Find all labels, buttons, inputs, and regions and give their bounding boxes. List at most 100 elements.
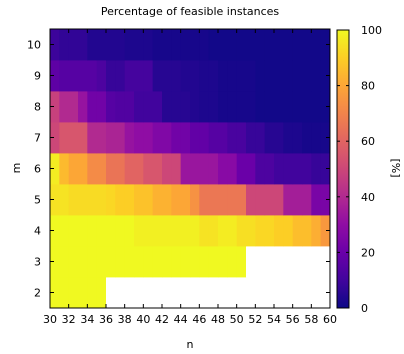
heatmap-cell bbox=[124, 246, 135, 278]
heatmap-cell bbox=[171, 153, 182, 185]
heatmap-cell bbox=[320, 215, 331, 247]
heatmap-cell bbox=[190, 246, 200, 278]
heatmap-cell bbox=[134, 122, 144, 154]
heatmap-cell bbox=[106, 122, 116, 154]
heatmap-cell bbox=[152, 184, 163, 216]
heatmap-cell bbox=[143, 277, 154, 309]
heatmap-cell bbox=[106, 184, 116, 216]
heatmap-cell bbox=[264, 122, 275, 154]
heatmap-cell bbox=[227, 122, 238, 154]
heatmap-cell bbox=[218, 29, 228, 61]
heatmap-cell bbox=[143, 215, 154, 247]
heatmap-cell bbox=[87, 215, 98, 247]
heatmap-cell bbox=[50, 153, 60, 185]
heatmap-cell bbox=[199, 277, 210, 309]
heatmap-cell bbox=[190, 29, 200, 61]
heatmap-cell bbox=[87, 122, 98, 154]
heatmap-cell bbox=[78, 153, 88, 185]
x-tick-label: 60 bbox=[323, 313, 337, 326]
heatmap-cell bbox=[236, 91, 247, 123]
heatmap-cell bbox=[302, 122, 312, 154]
heatmap-cell bbox=[218, 60, 228, 92]
heatmap-cell bbox=[152, 91, 163, 123]
heatmap-cell bbox=[124, 184, 135, 216]
heatmap-cell bbox=[302, 246, 312, 278]
heatmap-cell bbox=[208, 277, 219, 309]
heatmap-cell bbox=[190, 122, 200, 154]
heatmap-cell bbox=[59, 29, 70, 61]
heatmap-cell bbox=[227, 60, 238, 92]
heatmap-cell bbox=[115, 153, 126, 185]
heatmap-cell bbox=[59, 122, 70, 154]
heatmap-cell bbox=[87, 29, 98, 61]
heatmap-cell bbox=[208, 122, 219, 154]
x-tick-label: 32 bbox=[62, 313, 76, 326]
y-tick-label: 9 bbox=[34, 70, 41, 83]
heatmap-cell bbox=[218, 184, 228, 216]
heatmap-cell bbox=[78, 184, 88, 216]
x-tick-label: 56 bbox=[286, 313, 300, 326]
heatmap-cell bbox=[218, 215, 228, 247]
heatmap-cell bbox=[320, 153, 331, 185]
heatmap-cell bbox=[283, 246, 294, 278]
heatmap-cell bbox=[283, 60, 294, 92]
heatmap-cell bbox=[199, 153, 210, 185]
chart-title: Percentage of feasible instances bbox=[101, 5, 280, 18]
x-tick-label: 52 bbox=[248, 313, 262, 326]
heatmap-cell bbox=[59, 153, 70, 185]
heatmap-cell bbox=[292, 215, 303, 247]
heatmap-cell bbox=[134, 29, 144, 61]
heatmap-cell bbox=[302, 153, 312, 185]
heatmap-cell bbox=[96, 122, 107, 154]
heatmap-cell bbox=[143, 153, 154, 185]
heatmap-cell bbox=[171, 122, 182, 154]
heatmap-cell bbox=[190, 91, 200, 123]
heatmap-cell bbox=[246, 153, 256, 185]
heatmap-cell bbox=[78, 91, 88, 123]
x-tick-label: 30 bbox=[43, 313, 57, 326]
heatmap-cell bbox=[152, 277, 163, 309]
x-tick-label: 44 bbox=[174, 313, 188, 326]
heatmap-cell bbox=[87, 153, 98, 185]
x-tick-label: 38 bbox=[118, 313, 132, 326]
heatmap-cell bbox=[208, 29, 219, 61]
heatmap-cell bbox=[59, 277, 70, 309]
heatmap-cell bbox=[143, 246, 154, 278]
heatmap-cell bbox=[246, 122, 256, 154]
heatmap-cell bbox=[162, 246, 172, 278]
heatmap-cell bbox=[246, 277, 256, 309]
colorbar-tick-label: 80 bbox=[361, 80, 375, 93]
heatmap-cell bbox=[50, 246, 60, 278]
heatmap-cell bbox=[311, 246, 322, 278]
heatmap-cell bbox=[78, 122, 88, 154]
y-tick-label: 10 bbox=[27, 39, 41, 52]
x-axis-ticks: 30 32 34 36 38 40 42 44 46 48 50 52 54 56 58 60 bbox=[43, 29, 337, 326]
heatmap-cell bbox=[96, 277, 107, 309]
colorbar-tick-label: 0 bbox=[361, 302, 368, 315]
heatmap-cell bbox=[59, 215, 70, 247]
heatmap-cell bbox=[96, 153, 107, 185]
heatmap-cell bbox=[162, 153, 172, 185]
heatmap-cell bbox=[302, 60, 312, 92]
heatmap-cell bbox=[283, 215, 294, 247]
heatmap-cell bbox=[162, 29, 172, 61]
heatmap-cell bbox=[246, 246, 256, 278]
heatmap-cell bbox=[208, 60, 219, 92]
heatmap-cell bbox=[320, 60, 331, 92]
heatmap-cell bbox=[68, 153, 79, 185]
y-axis-label: m bbox=[10, 163, 23, 174]
heatmap-cell bbox=[50, 122, 60, 154]
heatmap-cell bbox=[115, 277, 126, 309]
heatmap-cell bbox=[283, 277, 294, 309]
heatmap-cell bbox=[180, 184, 191, 216]
heatmap-cell bbox=[227, 153, 238, 185]
heatmap-cell bbox=[218, 91, 228, 123]
x-tick-label: 50 bbox=[230, 313, 244, 326]
heatmap-cell bbox=[274, 60, 284, 92]
heatmap-cell bbox=[292, 60, 303, 92]
heatmap-cell bbox=[115, 29, 126, 61]
heatmap-cell bbox=[134, 60, 144, 92]
heatmap-cell bbox=[311, 29, 322, 61]
heatmap-cell bbox=[264, 184, 275, 216]
